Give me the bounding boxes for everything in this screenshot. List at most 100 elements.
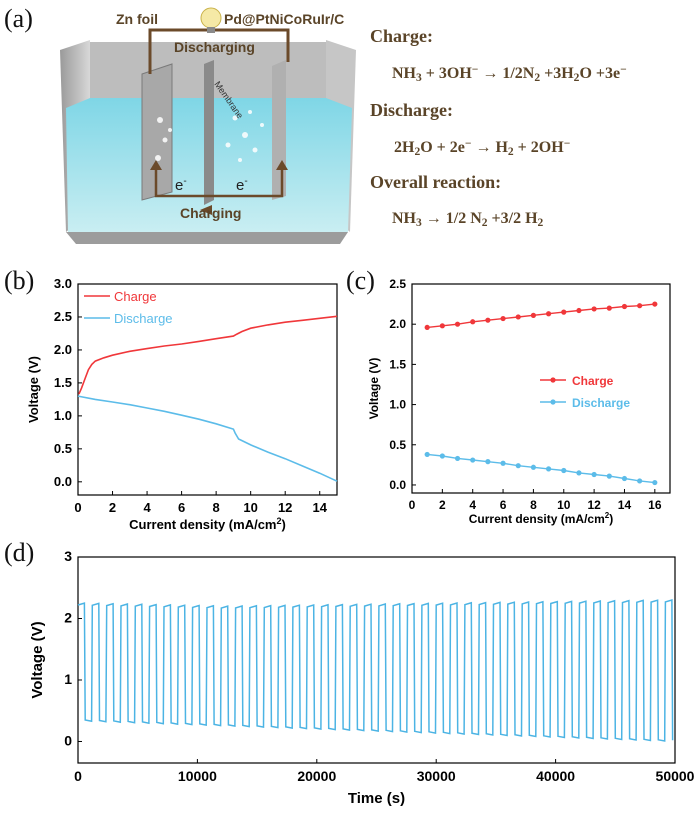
data-point-charge bbox=[530, 312, 537, 318]
legend-marker bbox=[550, 377, 556, 383]
y-tick-label: 0.0 bbox=[54, 474, 72, 489]
x-tick-label: 20000 bbox=[297, 768, 336, 784]
data-point-charge bbox=[454, 321, 461, 327]
zn-electrode bbox=[141, 63, 173, 201]
y-tick-label: 3.0 bbox=[54, 276, 72, 291]
data-point-charge bbox=[500, 315, 506, 322]
charge-equation: NH3 + 3OH− → 1/2N2 +3H2O +3e− bbox=[392, 64, 627, 85]
y-tick-label: 0 bbox=[64, 732, 72, 748]
y-tick-label: 2.0 bbox=[389, 317, 406, 331]
y-tick-label: 1 bbox=[64, 671, 72, 687]
data-point-discharge bbox=[454, 455, 461, 462]
y-tick-label: 3 bbox=[64, 548, 72, 564]
membrane bbox=[204, 60, 214, 205]
plot-frame bbox=[411, 283, 671, 494]
overall-title: Overall reaction: bbox=[370, 172, 502, 192]
data-point-charge bbox=[621, 303, 628, 310]
chart-b: 0 2 4 6 8 10 12 14 0.0 0.5 1.0 1.5 2.0 2.5 3.0 Current … bbox=[26, 276, 338, 532]
y-axis-label: Voltage (V) bbox=[367, 358, 381, 420]
data-point-discharge bbox=[545, 466, 552, 472]
x-tick-label: 10 bbox=[557, 498, 571, 512]
circuit-wire-bottom bbox=[154, 168, 284, 198]
x-tick-label: 10 bbox=[243, 500, 257, 515]
data-point-discharge bbox=[439, 453, 445, 459]
y-tick-label: 2 bbox=[64, 609, 72, 625]
data-point-charge bbox=[561, 309, 567, 315]
series-line-discharge bbox=[77, 395, 338, 482]
data-point-charge bbox=[652, 301, 658, 307]
data-point-charge bbox=[591, 306, 597, 312]
series-line-cycling bbox=[77, 599, 674, 742]
plot-frame bbox=[77, 556, 676, 764]
catalyst-label: Pd@PtNiCoRuIr/C bbox=[224, 11, 344, 27]
charging-label: Charging bbox=[180, 205, 241, 221]
data-point-charge bbox=[515, 314, 521, 320]
data-point-charge bbox=[439, 323, 445, 329]
data-point-discharge bbox=[500, 460, 506, 466]
data-point-discharge bbox=[485, 459, 491, 465]
legend-marker bbox=[550, 399, 556, 405]
series-line-discharge bbox=[427, 453, 655, 484]
y-tick-label: 1.0 bbox=[54, 408, 72, 423]
circuit-wire-top bbox=[148, 28, 290, 74]
panel-label-c: (c) bbox=[346, 266, 375, 295]
data-point-charge bbox=[545, 311, 552, 317]
data-point-discharge bbox=[606, 473, 612, 479]
legend-label: Discharge bbox=[572, 396, 630, 410]
chart-d: 0 10000 20000 30000 40000 50000 0 1 2 3 Time (s) Vo… bbox=[29, 548, 695, 807]
cathode-electrode bbox=[272, 60, 286, 200]
x-tick-label: 12 bbox=[278, 500, 292, 515]
data-point-charge bbox=[470, 319, 476, 325]
x-tick-label: 50000 bbox=[656, 768, 695, 784]
x-tick-label: 4 bbox=[143, 500, 151, 515]
data-point-discharge bbox=[652, 479, 658, 486]
x-tick-label: 10000 bbox=[178, 768, 217, 784]
zn-foil-label: Zn foil bbox=[116, 11, 158, 27]
charge-title: Charge: bbox=[370, 26, 433, 46]
y-tick-label: 0.5 bbox=[389, 438, 406, 452]
plot-frame bbox=[77, 283, 338, 496]
chart-c: 0 2 4 6 8 10 12 14 16 0.0 0.5 1.0 1.5 2.0 2.5 Current d… bbox=[367, 277, 671, 526]
panel-label-b: (b) bbox=[4, 266, 35, 295]
y-tick-label: 2.5 bbox=[54, 309, 72, 324]
y-tick-label: 1.5 bbox=[54, 375, 72, 390]
x-tick-label: 6 bbox=[178, 500, 185, 515]
data-point-discharge bbox=[424, 451, 430, 458]
x-axis-label: Current density (mA/cm2) bbox=[469, 511, 613, 526]
y-tick-label: 1.5 bbox=[389, 357, 406, 371]
container-front-rim bbox=[66, 232, 348, 244]
arrow-left-icon bbox=[150, 160, 162, 170]
x-axis-label: Current density (mA/cm2) bbox=[129, 516, 286, 532]
y-tick-label: 2.5 bbox=[389, 277, 406, 291]
overall-equation: NH3 → 1/2 N2 +3/2 H2 bbox=[392, 210, 544, 229]
data-point-discharge bbox=[515, 463, 521, 469]
y-tick-label: 2.0 bbox=[54, 342, 72, 357]
charging-arrow-icon bbox=[200, 205, 212, 215]
data-point-charge bbox=[606, 305, 612, 311]
x-tick-label: 6 bbox=[500, 498, 507, 512]
legend-label: Charge bbox=[572, 374, 614, 388]
panel-label-d: (d) bbox=[4, 538, 35, 567]
data-point-charge bbox=[576, 307, 582, 314]
y-tick-label: 1.0 bbox=[389, 398, 406, 412]
data-point-discharge bbox=[530, 464, 537, 470]
y-axis-label: Voltage (V) bbox=[29, 621, 46, 698]
data-point-discharge bbox=[470, 457, 476, 463]
x-tick-label: 0 bbox=[74, 500, 81, 515]
legend-label: Charge bbox=[114, 289, 157, 304]
x-tick-label: 4 bbox=[469, 498, 476, 512]
data-point-discharge bbox=[561, 467, 567, 474]
discharging-label: Discharging bbox=[174, 39, 255, 55]
x-tick-label: 12 bbox=[587, 498, 601, 512]
x-tick-label: 2 bbox=[109, 500, 116, 515]
x-tick-label: 14 bbox=[618, 498, 632, 512]
y-axis-label: Voltage (V) bbox=[26, 356, 41, 423]
light-bulb-icon bbox=[200, 7, 222, 29]
x-tick-label: 8 bbox=[530, 498, 537, 512]
series-line-charge bbox=[78, 315, 338, 395]
discharge-equation: 2H2O + 2e− → H2 + 2OH− bbox=[394, 138, 571, 159]
data-point-discharge bbox=[621, 475, 628, 482]
arrow-right-icon bbox=[276, 160, 288, 170]
data-point-discharge bbox=[576, 470, 582, 476]
x-tick-label: 0 bbox=[409, 498, 416, 512]
